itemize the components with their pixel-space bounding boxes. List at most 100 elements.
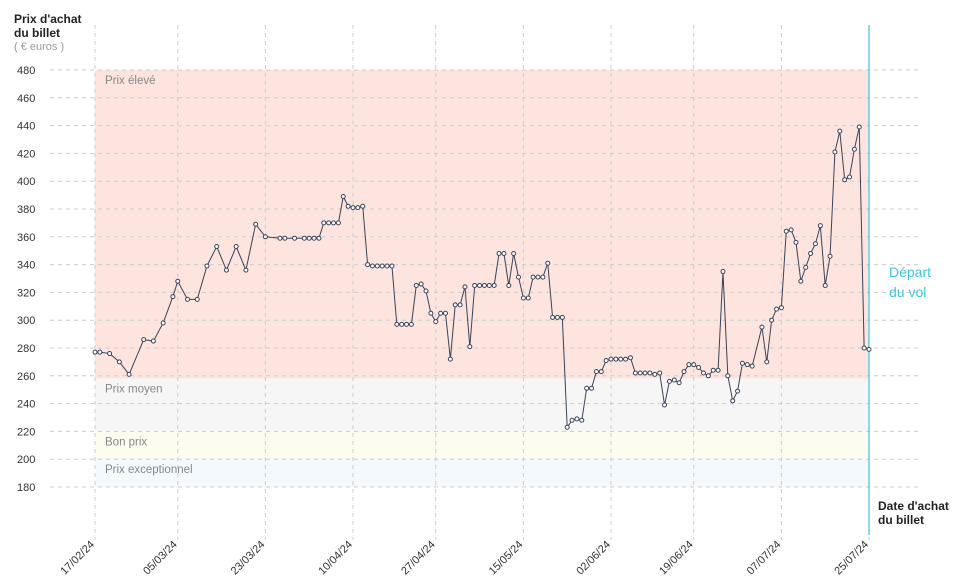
price-point [233,244,239,250]
price-point [730,398,736,404]
price-point [827,253,833,259]
price-point [550,314,556,320]
price-point [511,250,517,256]
price-point [652,371,658,377]
price-point [808,250,814,256]
price-point [832,149,838,155]
price-point [501,250,507,256]
band-label: Bon prix [105,436,147,448]
price-point [676,380,682,386]
price-band [95,459,869,487]
price-point [584,385,590,391]
price-point [812,241,818,247]
price-point [457,302,463,308]
price-point [559,314,565,320]
price-point [107,351,113,357]
price-point [744,362,750,368]
price-point [223,267,229,273]
y-tick-label: 420 [17,148,35,160]
price-point [253,221,259,227]
price-point [194,296,200,302]
price-point [418,281,424,287]
price-point [540,274,546,280]
departure-label: Départ du vol [889,264,932,300]
price-point [647,370,653,376]
price-point [365,262,371,268]
price-point [847,174,853,180]
price-point [321,220,327,226]
price-point [126,371,132,377]
price-point [671,377,677,383]
price-point [204,263,210,269]
price-band [95,70,869,379]
price-point [608,356,614,362]
price-point [618,356,624,362]
price-point [447,356,453,362]
y-tick-label: 280 [17,343,35,355]
x-tick-label: 19/06/24 [657,539,696,578]
price-point [686,362,692,368]
price-point [851,146,857,152]
x-tick-label: 15/05/24 [487,539,526,578]
price-band [95,378,869,432]
band-label: Prix moyen [105,384,163,396]
price-point [657,370,663,376]
price-point [438,310,444,316]
price-point [394,321,400,327]
price-point [759,324,765,330]
price-point [360,203,366,209]
price-point [866,346,872,352]
price-point [433,319,439,325]
price-point [175,278,181,284]
price-point [423,288,429,294]
price-point [306,235,312,241]
price-point [554,314,560,320]
price-point [769,317,775,323]
price-point [564,424,570,430]
price-point [574,416,580,422]
price-point [116,359,122,365]
band-label: Prix exceptionnel [105,464,193,476]
price-point [861,345,867,351]
price-point [715,367,721,373]
y-tick-label: 440 [17,121,35,133]
price-point [311,235,317,241]
price-point [384,263,390,269]
price-point [428,310,434,316]
price-point [579,417,585,423]
x-tick-label: 02/06/24 [574,539,613,578]
x-tick-label: 07/07/24 [745,539,784,578]
price-point [598,369,604,375]
y-tick-label: 180 [17,482,35,494]
price-point [764,359,770,365]
y-tick-label: 260 [17,371,35,383]
price-point [292,235,298,241]
price-point [525,295,531,301]
price-point [842,177,848,183]
x-tick-label: 23/03/24 [229,539,268,578]
price-point [793,239,799,245]
price-point [408,321,414,327]
price-point [749,363,755,369]
y-tick-label: 300 [17,315,35,327]
price-point [613,356,619,362]
price-point [589,385,595,391]
price-point [389,263,395,269]
price-point [691,362,697,368]
price-point [467,344,473,350]
price-point [369,263,375,269]
price-point [413,282,419,288]
price-point [788,227,794,233]
price-point [725,373,731,379]
price-point [837,128,843,134]
price-point [452,302,458,308]
price-point [316,235,322,241]
price-point [632,370,638,376]
price-point [331,220,337,226]
price-point [516,274,522,280]
y-tick-label: 400 [17,176,35,188]
x-tick-label: 10/04/24 [316,539,355,578]
price-point [545,260,551,266]
price-point [282,235,288,241]
y-tick-label: 460 [17,93,35,105]
